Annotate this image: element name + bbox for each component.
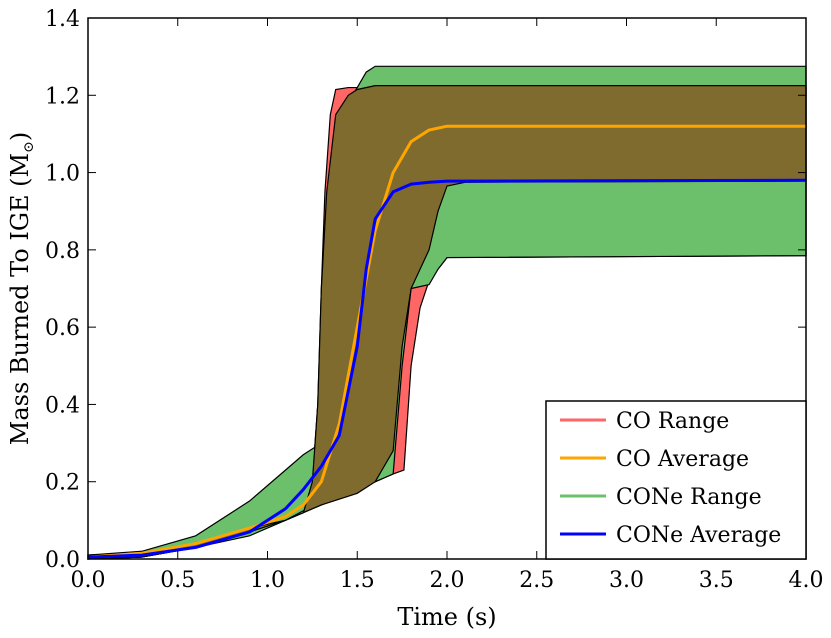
- y-tick-label: 0.6: [45, 316, 80, 341]
- legend-label-cone-average: CONe Average: [616, 523, 781, 548]
- y-tick-label: 1.2: [45, 84, 80, 109]
- x-tick-label: 4.0: [789, 568, 824, 593]
- y-axis-label: Mass Burned To IGE (M⊙): [6, 132, 37, 445]
- y-axis-label-main: Mass Burned To IGE (M: [6, 153, 34, 445]
- y-axis-label-sub: ⊙: [21, 141, 37, 153]
- x-tick-label: 3.5: [699, 568, 734, 593]
- line-co-average: [87, 124, 806, 559]
- average-lines: [87, 124, 807, 559]
- legend-label-co-range: CO Range: [616, 409, 729, 434]
- legend-label-co-average: CO Average: [616, 447, 749, 472]
- y-tick-label: 0.0: [45, 548, 80, 573]
- x-tick-label: 1.5: [340, 568, 375, 593]
- y-axis-label-close: ): [6, 132, 34, 141]
- x-tick-label: 3.0: [609, 568, 644, 593]
- y-tick-label: 0.8: [45, 239, 80, 264]
- x-tick-label: 2.5: [519, 568, 554, 593]
- legend-label-cone-range: CONe Range: [616, 485, 762, 510]
- x-axis-ticks: 0.0 0.5 1.0 1.5 2.0 2.5 3.0 3.5 4.0: [71, 18, 824, 593]
- x-tick-label: 2.0: [430, 568, 465, 593]
- x-tick-label: 0.0: [71, 568, 106, 593]
- legend: CO Range CO Average CONe Range CONe Average: [545, 400, 807, 560]
- y-axis-ticks: 0.0 0.2 0.4 0.6 0.8 1.0 1.2 1.4: [45, 7, 806, 573]
- x-axis-label: Time (s): [397, 603, 496, 631]
- y-tick-label: 0.4: [45, 393, 80, 418]
- y-tick-label: 1.0: [45, 162, 80, 187]
- y-tick-label: 0.2: [45, 471, 80, 496]
- x-tick-label: 1.0: [250, 568, 285, 593]
- y-tick-label: 1.4: [45, 7, 80, 32]
- line-cone-average: [87, 178, 807, 559]
- x-tick-label: 0.5: [160, 568, 195, 593]
